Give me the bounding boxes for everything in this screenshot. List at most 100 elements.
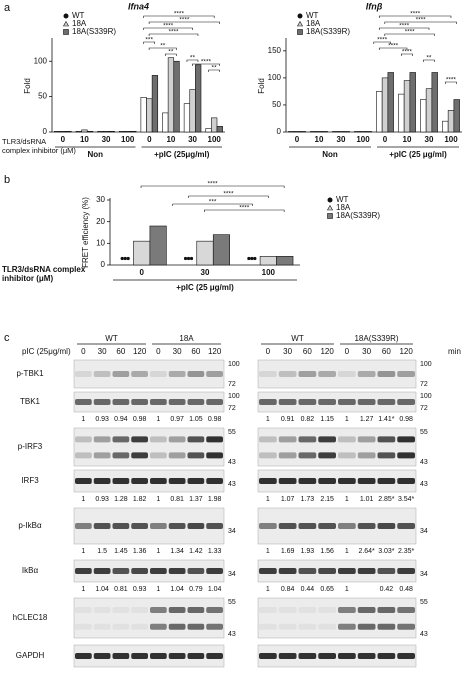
significance-label: **** [223,191,234,198]
blot-band [112,371,130,377]
group-label: WT [105,334,118,343]
blot-band [150,399,167,405]
quant-value: 1.34 [170,548,184,555]
x-tick-label: 100 [444,135,458,144]
blot-band [338,623,356,630]
blot-band [150,623,167,630]
legend-marker [296,20,304,27]
quant-value: 1.07 [281,496,295,503]
x-tick-label: 10 [166,135,175,144]
blot-band [259,623,277,630]
significance-label: ** [190,55,196,62]
significance-bracket [422,59,435,62]
blot-band [397,371,415,377]
significance-bracket [140,185,285,188]
quant-value: 1.42 [189,548,203,555]
blot-band [168,452,186,459]
size-marker: 34 [228,571,236,578]
blot-band [298,623,317,630]
blot-band [168,371,186,377]
x-tick-label: 100 [356,135,370,144]
blot-band [75,523,92,529]
quant-value: 0.81 [114,586,128,593]
blot-band [112,436,130,443]
significance-bracket [165,53,177,56]
bar [54,130,61,133]
blot-band [131,653,148,659]
y-tick-label: 100 [268,73,282,82]
size-marker: 100 [228,393,240,400]
blot-band [75,623,92,630]
blot-band [318,653,336,659]
blot-band [206,452,223,459]
data-point [120,256,124,261]
quant-value: 1.93 [301,548,315,555]
size-marker: 72 [228,405,236,412]
significance-label: **** [388,43,399,50]
quant-value: 1 [345,416,349,423]
group-label: Non [87,150,103,159]
size-marker: 34 [420,571,428,578]
blot-band [318,452,336,459]
protein-label: IkBα [22,566,39,575]
size-marker: 55 [228,599,236,606]
blot-band [278,523,297,529]
group-label: WT [291,334,304,343]
legend-marker [63,29,69,35]
blot-background [257,427,417,467]
bar [365,131,372,133]
significance-bracket [378,47,408,50]
blot-band [206,478,223,484]
quant-value: 1 [345,586,349,593]
blot-band [338,371,356,377]
time-unit: min [448,347,461,356]
quant-value: 1.04 [170,586,184,593]
blot-band [357,653,376,659]
bar [151,75,159,133]
bar [140,97,147,133]
blot-band [298,607,317,613]
protein-label: IRF3 [21,476,39,485]
quant-value: 0.81 [170,496,184,503]
size-marker: 55 [228,429,236,436]
size-marker: 72 [420,381,428,388]
blot-band [206,568,223,574]
blot-band [75,607,92,613]
bar [409,72,416,133]
significance-bracket [373,41,391,44]
y-tick-label: 50 [38,92,47,101]
blot-band [206,436,223,443]
quant-value: 2.35* [398,548,415,555]
bar [196,240,214,266]
x-tick-label: 0 [147,135,152,144]
x-tick-label: 100 [208,135,222,144]
bar [211,117,218,133]
y-axis-label: FRET efficiency (%) [81,197,90,268]
x-tick-label: 0 [61,135,66,144]
bar [431,72,438,133]
bar [173,60,180,133]
blot-band [75,478,92,484]
size-marker: 43 [420,631,428,638]
blot-band [93,607,111,613]
bar [216,126,223,133]
panel-label: c [4,332,10,344]
significance-label: **** [174,11,185,18]
size-marker: 55 [420,429,428,436]
size-marker: 34 [420,528,428,535]
blot-band [397,452,415,459]
blot-background [73,469,225,493]
legend-label: 18A(S339R) [336,211,380,220]
y-tick-label: 0 [277,127,282,136]
quant-value: 0.93 [95,416,109,423]
time-label: 30 [283,347,292,356]
protein-label: GAPDH [16,651,45,660]
x-tick-label: 30 [337,135,346,144]
group-label: +pIC (25μg/ml) [154,150,210,159]
legend-label: 18A [306,19,321,28]
size-marker: 34 [228,528,236,535]
quant-value: 3.03* [378,548,395,555]
blot-band [131,568,148,574]
blot-band [298,478,317,484]
blot-band [150,452,167,459]
